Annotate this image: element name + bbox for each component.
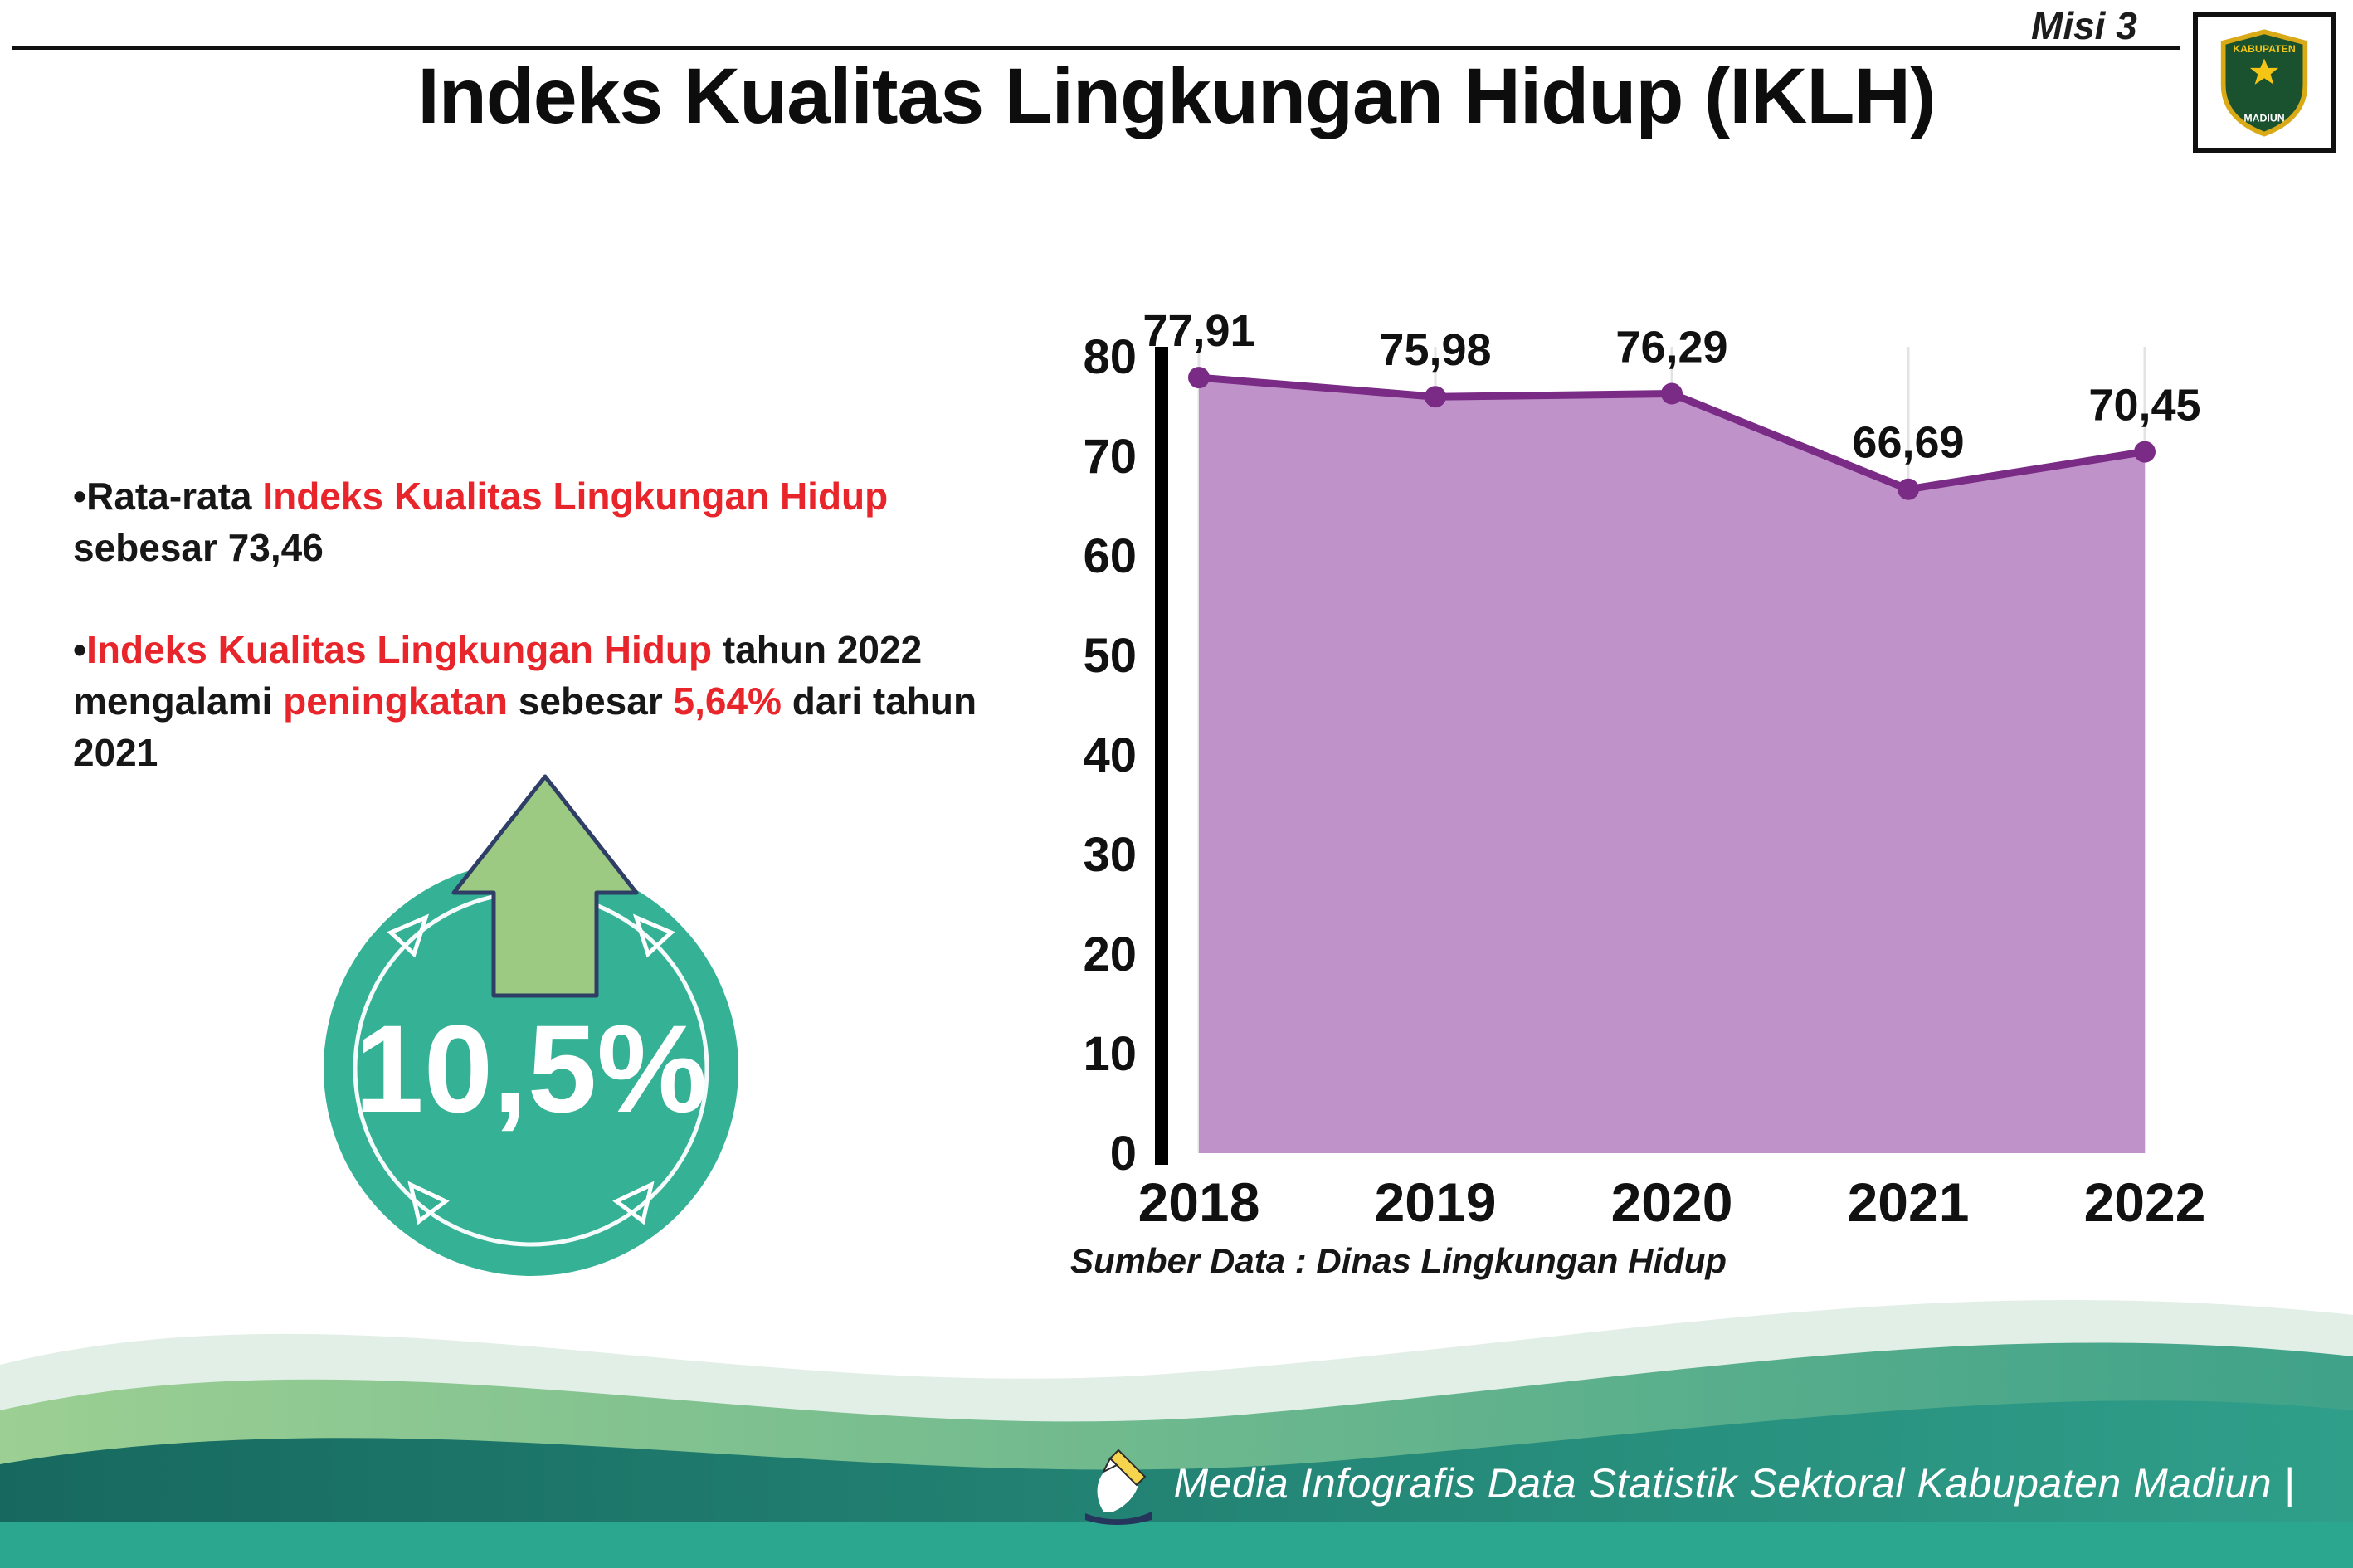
- y-tick-label: 50: [1083, 629, 1137, 683]
- y-axis: [1155, 347, 1168, 1165]
- y-tick-label: 60: [1083, 529, 1137, 583]
- increase-badge: 10,5%: [324, 774, 738, 1276]
- increase-percentage: 10,5%: [354, 999, 707, 1138]
- bullet1-highlight: Indeks Kualitas Lingkungan Hidup: [262, 475, 889, 518]
- up-arrow-icon: [451, 774, 639, 998]
- y-tick-label: 20: [1083, 928, 1137, 981]
- mascot-base: [1085, 1512, 1152, 1525]
- crest-bottom-text: MADIUN: [2243, 112, 2284, 124]
- bullet-average-iklh: •Rata-rata Indeks Kualitas Lingkungan Hi…: [73, 471, 977, 573]
- footer-waves: [0, 1300, 2353, 1568]
- y-tick-label: 70: [1083, 430, 1137, 484]
- y-tick-label: 40: [1083, 728, 1137, 782]
- data-point: [1425, 386, 1446, 408]
- kabupaten-madiun-crest-icon: KABUPATEN MADIUN: [2220, 29, 2308, 137]
- footer-strip: [0, 1522, 2353, 1568]
- bullet2-highlight2: peningkatan: [283, 679, 509, 723]
- crest-star-icon: [2249, 58, 2279, 85]
- chart-source: Sumber Data : Dinas Lingkungan Hidup: [1070, 1241, 1727, 1280]
- badge-triangle-icon: [407, 1181, 450, 1225]
- pencil-tip: [1102, 1457, 1119, 1474]
- bullet2-text3: dari tahun 2021: [73, 679, 977, 774]
- y-tick-label: 30: [1083, 828, 1137, 882]
- x-tick-label: 2021: [1848, 1171, 1970, 1233]
- y-tick-label: 10: [1083, 1027, 1137, 1081]
- pencil-icon: [1109, 1449, 1147, 1487]
- x-tick-label: 2020: [1611, 1171, 1733, 1233]
- badge-circle: [324, 861, 738, 1276]
- badge-triangle-icon: [612, 1181, 655, 1225]
- data-point: [2134, 441, 2156, 463]
- data-point: [1898, 478, 1919, 500]
- bullet1-value: sebesar 73,46: [73, 525, 324, 569]
- value-label: 66,69: [1852, 418, 1964, 468]
- y-tick-label: 0: [1110, 1127, 1137, 1181]
- x-tick-label: 2018: [1138, 1171, 1260, 1233]
- kabupaten-madiun-logo: KABUPATEN MADIUN: [2193, 12, 2336, 153]
- crest-top-text: KABUPATEN: [2233, 43, 2296, 55]
- writer-mascot-icon: [1085, 1449, 1152, 1525]
- value-label: 70,45: [2088, 381, 2200, 431]
- credit-text: Media Infografis Data Statistik Sektoral…: [1173, 1460, 2295, 1507]
- badge-triangle-icon: [632, 913, 675, 958]
- x-tick-label: 2019: [1375, 1171, 1497, 1233]
- value-label: 75,98: [1379, 325, 1491, 375]
- x-tick-label: 2022: [2084, 1171, 2206, 1233]
- value-label: 77,91: [1142, 306, 1254, 356]
- iklh-area-chart: 0 10 20 30 40 50 60 70 80 2018 2019 2020 2021 2022 77,…: [1083, 306, 2206, 1233]
- bullet1-text: Rata-rata: [86, 475, 263, 518]
- badge-triangle-icon: [387, 913, 430, 958]
- bullet2-text2: sebesar: [508, 679, 674, 723]
- summary-bullets: •Rata-rata Indeks Kualitas Lingkungan Hi…: [73, 471, 977, 830]
- bullet-increase-iklh: •Indeks Kualitas Lingkungan Hidup tahun …: [73, 625, 977, 778]
- value-label: 76,29: [1615, 323, 1727, 373]
- bullet2-percent: 5,64%: [673, 679, 782, 723]
- crest-shield: [2220, 29, 2308, 137]
- y-tick-label: 80: [1083, 330, 1137, 384]
- misi-label: Misi 3: [2031, 4, 2137, 47]
- page-title: Indeks Kualitas Lingkungan Hidup (IKLH): [417, 52, 1936, 140]
- data-point: [1661, 382, 1683, 405]
- bullet-marker: •: [73, 628, 87, 672]
- header-divider: [12, 46, 2180, 50]
- bullet2-highlight1: Indeks Kualitas Lingkungan Hidup: [86, 628, 713, 672]
- footer-credit: Media Infografis Data Statistik Sektoral…: [1080, 1442, 2295, 1525]
- area-fill: [1199, 377, 2145, 1153]
- bullet-marker: •: [73, 475, 87, 518]
- bullet2-text1: tahun 2022 mengalami: [73, 628, 923, 723]
- data-point: [1188, 367, 1210, 389]
